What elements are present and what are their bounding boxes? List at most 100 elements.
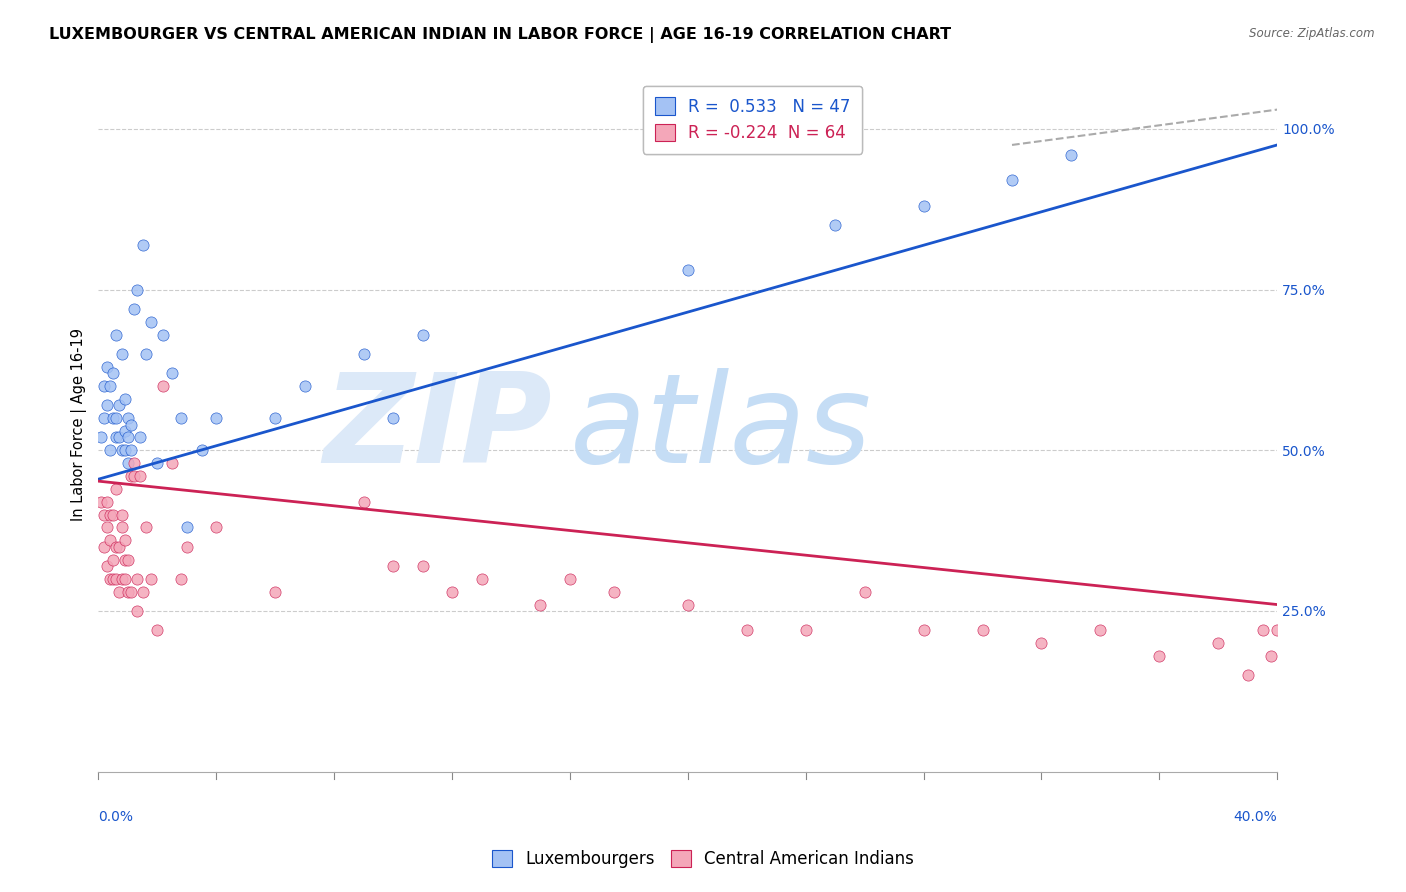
Point (1260, 648, 1282, 663)
Point (122, 469, 145, 483)
Point (120, 469, 142, 483)
Point (131, 584, 153, 599)
Point (205, 520, 228, 534)
Point (114, 392, 136, 406)
Point (105, 411, 128, 425)
Point (152, 379, 174, 393)
Point (128, 430, 150, 444)
Point (676, 263, 699, 277)
Point (98, 533, 121, 548)
Point (1090, 624, 1112, 638)
Point (170, 572, 193, 586)
Point (96, 559, 118, 574)
Point (114, 552, 136, 566)
Point (912, 199, 935, 213)
Point (105, 572, 128, 586)
Point (114, 443, 136, 458)
Point (264, 584, 287, 599)
Point (93, 508, 115, 522)
Point (96, 359, 118, 374)
Point (108, 398, 131, 412)
Point (146, 624, 169, 638)
Point (117, 411, 139, 425)
Point (160, 456, 183, 470)
Point (122, 456, 145, 470)
Point (101, 366, 124, 380)
Point (108, 584, 131, 599)
Legend: R =  0.533   N = 47, R = -0.224  N = 64: R = 0.533 N = 47, R = -0.224 N = 64 (643, 86, 862, 153)
Point (111, 347, 134, 361)
Point (1251, 624, 1274, 638)
Point (134, 520, 156, 534)
Point (101, 572, 124, 586)
Point (96, 494, 118, 508)
Point (90, 430, 112, 444)
Point (382, 559, 405, 574)
Point (120, 443, 142, 458)
Point (1001, 173, 1024, 187)
Point (382, 411, 405, 425)
Point (160, 366, 183, 380)
Point (98, 508, 121, 522)
Point (114, 533, 136, 548)
Point (190, 443, 212, 458)
Point (98, 443, 121, 458)
Point (93, 540, 115, 554)
Text: 0.0%: 0.0% (98, 810, 134, 824)
Point (558, 572, 581, 586)
Point (264, 411, 287, 425)
Point (972, 624, 994, 638)
Point (912, 624, 935, 638)
Point (1031, 636, 1053, 650)
Point (1236, 668, 1258, 682)
Point (131, 237, 153, 252)
Point (440, 584, 463, 599)
Point (1208, 636, 1230, 650)
Point (205, 411, 228, 425)
Point (90, 494, 112, 508)
Point (824, 219, 846, 233)
Point (98, 572, 121, 586)
Point (353, 494, 375, 508)
Point (412, 559, 434, 574)
Point (108, 430, 131, 444)
Text: atlas: atlas (569, 368, 872, 489)
Point (146, 456, 169, 470)
Point (117, 584, 139, 599)
Point (128, 469, 150, 483)
Point (1265, 624, 1288, 638)
Point (114, 572, 136, 586)
Point (1149, 648, 1171, 663)
Point (101, 552, 124, 566)
Point (105, 327, 128, 342)
Point (294, 379, 316, 393)
Point (176, 540, 198, 554)
Point (152, 327, 174, 342)
Point (353, 347, 375, 361)
Text: ZIP: ZIP (323, 368, 553, 489)
Point (122, 301, 145, 316)
Point (470, 572, 492, 586)
Y-axis label: In Labor Force | Age 16-19: In Labor Force | Age 16-19 (72, 328, 87, 521)
Point (111, 508, 134, 522)
Point (108, 540, 131, 554)
Point (117, 430, 139, 444)
Point (96, 398, 118, 412)
Point (412, 327, 434, 342)
Point (93, 411, 115, 425)
Point (111, 520, 134, 534)
Point (141, 315, 163, 329)
Point (794, 624, 817, 638)
Point (117, 456, 139, 470)
Point (117, 552, 139, 566)
Point (853, 584, 876, 599)
Point (114, 424, 136, 438)
Point (134, 347, 156, 361)
Legend: Luxembourgers, Central American Indians: Luxembourgers, Central American Indians (485, 843, 921, 875)
Text: LUXEMBOURGER VS CENTRAL AMERICAN INDIAN IN LABOR FORCE | AGE 16-19 CORRELATION C: LUXEMBOURGER VS CENTRAL AMERICAN INDIAN … (49, 27, 952, 43)
Point (125, 604, 148, 618)
Point (120, 584, 142, 599)
Point (105, 430, 128, 444)
Point (141, 572, 163, 586)
Point (101, 508, 124, 522)
